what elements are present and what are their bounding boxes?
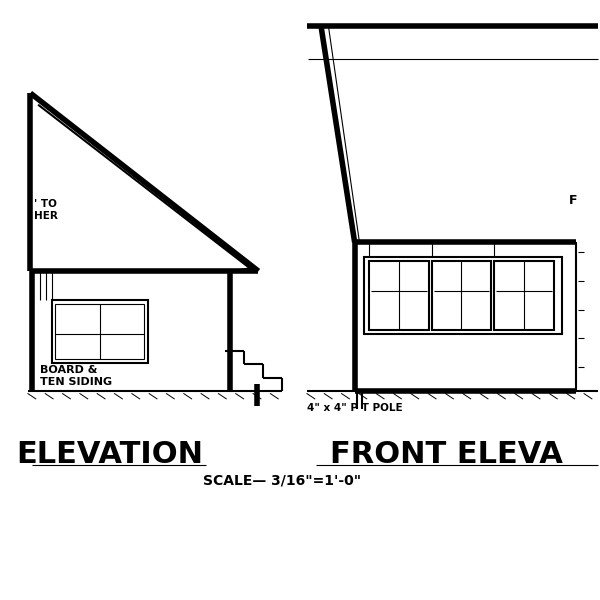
Text: TEN SIDING: TEN SIDING [40,377,112,387]
Text: BOARD &: BOARD & [40,365,97,376]
Bar [55,304,144,359]
Text: SCALE— 3/16"=1'-0": SCALE— 3/16"=1'-0" [203,473,362,487]
Text: ELEVATION: ELEVATION [16,440,203,469]
Bar [494,260,554,330]
Text: F: F [569,194,578,207]
Text: 4" x 4" P T POLE: 4" x 4" P T POLE [307,403,402,413]
Bar [369,260,429,330]
Bar [52,300,148,362]
Bar [364,257,562,334]
Text: FRONT ELEVA: FRONT ELEVA [329,440,562,469]
Bar [431,260,491,330]
Text: ' TO: ' TO [34,199,57,209]
Text: HER: HER [34,211,58,221]
